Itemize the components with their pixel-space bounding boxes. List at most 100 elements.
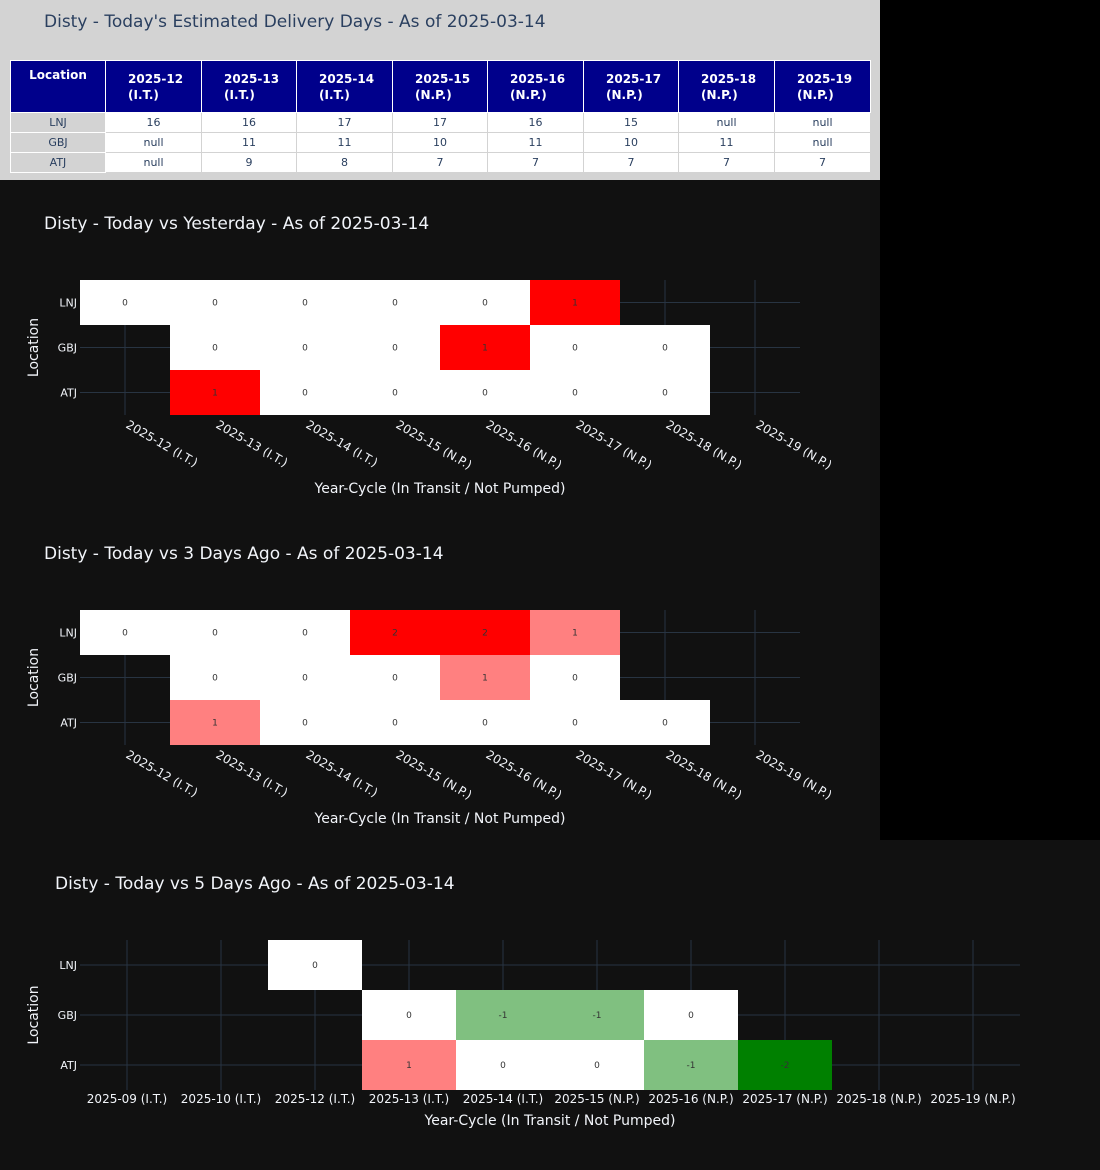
heatmap-cell [170,655,260,700]
table-row: ATJ null 9 8 7 7 7 7 7 [10,152,871,173]
y-tick-label: LNJ [59,297,77,310]
table-cell: 9 [201,152,297,173]
cell-value-label: 0 [212,344,218,354]
heatmap-panel-yesterday: Disty - Today vs Yesterday - As of 2025-… [0,180,880,510]
heatmap-cell [260,370,350,415]
heatmap-cell [80,280,170,325]
heatmap-cell [350,655,440,700]
x-tick-label: 2025-15 (N.P.) [554,1092,639,1106]
heatmap-cell [170,610,260,655]
heatmap-cell [440,325,530,370]
row-location: LNJ [10,112,106,133]
cell-value-label: 0 [302,344,308,354]
table-cell: 7 [487,152,584,173]
heatmap-cell [530,610,620,655]
cell-value-label: -2 [781,1061,790,1071]
heatmap-3-days-ago: 0 0 0 2 2 1 0 0 0 1 0 1 0 0 0 0 0 LNJ GBJ ATJ 2025-12 (I.T.)… [26,610,835,827]
cell-value-label: 0 [122,299,128,309]
x-tick-label: 2025-17 (N.P.) [742,1092,827,1106]
cell-value-label: 0 [212,299,218,309]
cell-value-label: 0 [122,629,128,639]
table-cell: 16 [105,112,202,133]
heatmap-cell [530,370,620,415]
x-tick-label: 2025-19 (N.P.) [754,417,835,472]
cell-value-label: 1 [572,629,578,639]
cell-value-label: 0 [392,299,398,309]
x-tick-label: 2025-12 (I.T.) [275,1092,355,1106]
table-cell: 17 [296,112,393,133]
cell-value-label: 0 [688,1011,694,1021]
heatmap-cell [350,325,440,370]
x-tick-label: 2025-16 (N.P.) [484,417,565,472]
table-cell: 11 [678,132,775,153]
cell-value-label: 0 [662,344,668,354]
column-header: 2025-19 (N.P.) [774,60,871,113]
x-tick-label: 2025-13 (I.T.) [369,1092,449,1106]
x-tick-label: 2025-14 (I.T.) [463,1092,543,1106]
cell-value-label: 0 [594,1061,600,1071]
cell-value-label: 0 [212,629,218,639]
cell-value-label: 0 [312,961,318,971]
table-cell: null [774,132,871,153]
heatmap-panel-5-days: Disty - Today vs 5 Days Ago - As of 2025… [0,840,1100,1170]
cell-value-label: -1 [499,1011,508,1021]
cell-value-label: 0 [302,719,308,729]
heatmap-cell [456,1040,550,1090]
x-tick-label: 2025-12 (I.T.) [124,747,201,799]
x-tick-label: 2025-10 (I.T.) [181,1092,261,1106]
cell-value-label: 1 [482,344,488,354]
cell-value-label: 0 [392,389,398,399]
cell-value-label: -1 [593,1011,602,1021]
table-cell: null [105,132,202,153]
estimated-delivery-table: Location 2025-12 (I.T.) 2025-13 (I.T.) 202… [10,60,871,173]
heatmap-cell [260,655,350,700]
table-cell: 7 [774,152,871,173]
row-location: GBJ [10,132,106,153]
x-axis-title: Year-Cycle (In Transit / Not Pumped) [314,811,566,827]
heatmap-cell [170,325,260,370]
cell-value-label: 0 [392,344,398,354]
heatmap-cell [170,700,260,745]
x-tick-label: 2025-16 (N.P.) [484,747,565,802]
heatmap-cell [456,990,550,1040]
heatmap-cell [260,325,350,370]
table-cell: 10 [583,132,679,153]
cell-value-label: 0 [212,674,218,684]
cell-value-label: 0 [302,629,308,639]
heatmap-cell [350,370,440,415]
heatmap-cell [530,700,620,745]
column-header-location: Location [10,60,106,113]
cell-value-label: 0 [302,389,308,399]
table-row: LNJ 16 16 17 17 16 15 null null [10,112,871,133]
x-tick-label: 2025-16 (N.P.) [648,1092,733,1106]
heatmap-cell [170,280,260,325]
y-tick-label: GBJ [58,1009,77,1022]
heatmap-cell [530,280,620,325]
heatmap-cell [550,990,644,1040]
heatmap-cell [260,280,350,325]
cell-value-label: 0 [302,674,308,684]
table-row: GBJ null 11 11 10 11 10 11 null [10,132,871,153]
heatmap-cell [644,990,738,1040]
cell-value-label: 0 [572,389,578,399]
heatmap-cell [362,990,456,1040]
y-tick-label: ATJ [60,1059,77,1072]
heatmap-cell [644,1040,738,1090]
table-cell: null [678,112,775,133]
x-tick-label: 2025-13 (I.T.) [214,417,291,469]
x-tick-label: 2025-18 (N.P.) [664,747,745,802]
estimated-delivery-panel: Disty - Today's Estimated Delivery Days … [0,0,880,180]
x-tick-label: 2025-15 (N.P.) [394,417,475,472]
heatmap-cell [530,655,620,700]
x-tick-label: 2025-19 (N.P.) [754,747,835,802]
cell-value-label: 0 [500,1061,506,1071]
table-cell: 16 [201,112,297,133]
heatmap-cell [620,700,710,745]
cell-value-label: 0 [392,674,398,684]
table-cell: 7 [678,152,775,173]
x-tick-label: 2025-19 (N.P.) [930,1092,1015,1106]
y-tick-label: LNJ [59,959,77,972]
column-header: 2025-12 (I.T.) [105,60,202,113]
table-cell: 16 [487,112,584,133]
cell-value-label: 0 [572,674,578,684]
